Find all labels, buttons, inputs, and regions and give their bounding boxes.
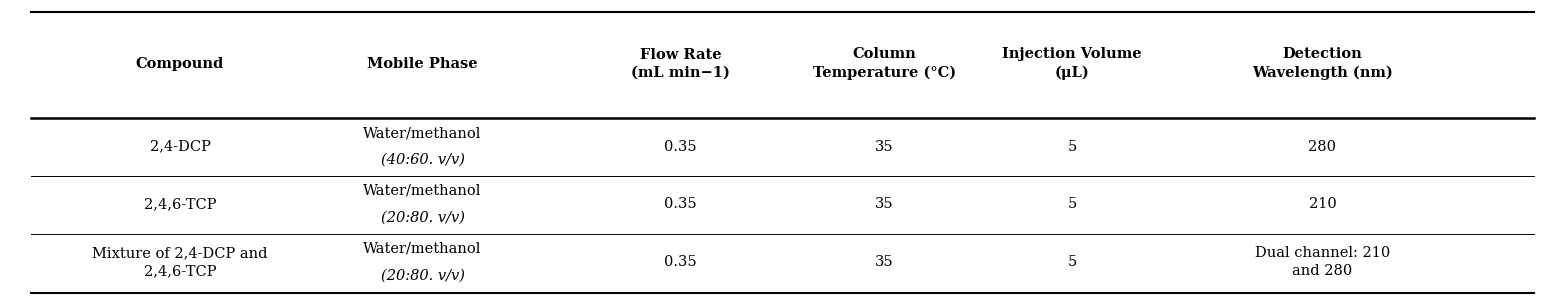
Text: 35: 35 [875,139,894,154]
Text: Dual channel: 210
and 280: Dual channel: 210 and 280 [1255,246,1390,278]
Text: (20:80. v/v): (20:80. v/v) [380,268,465,282]
Text: Injection Volume
(μL): Injection Volume (μL) [1002,47,1142,80]
Text: Flow Rate
(mL min−1): Flow Rate (mL min−1) [631,48,731,80]
Text: Mixture of 2,4-DCP and
2,4,6-TCP: Mixture of 2,4-DCP and 2,4,6-TCP [92,246,268,278]
Text: Mobile Phase: Mobile Phase [368,57,477,71]
Text: 2,4-DCP: 2,4-DCP [150,139,210,154]
Text: Water/methanol: Water/methanol [363,242,482,256]
Text: Column
Temperature (°C): Column Temperature (°C) [812,47,956,80]
Text: 0.35: 0.35 [665,255,696,269]
Text: 5: 5 [1067,139,1077,154]
Text: Water/methanol: Water/methanol [363,184,482,198]
Text: (20:80. v/v): (20:80. v/v) [380,210,465,225]
Text: 0.35: 0.35 [665,139,696,154]
Text: (40:60. v/v): (40:60. v/v) [380,153,465,167]
Text: 5: 5 [1067,197,1077,211]
Text: 280: 280 [1308,139,1337,154]
Text: Water/methanol: Water/methanol [363,126,482,140]
Text: 5: 5 [1067,255,1077,269]
Text: 0.35: 0.35 [665,197,696,211]
Text: Detection
Wavelength (nm): Detection Wavelength (nm) [1252,47,1393,80]
Text: 35: 35 [875,255,894,269]
Text: Compound: Compound [136,57,224,71]
Text: 2,4,6-TCP: 2,4,6-TCP [144,197,216,211]
Text: 210: 210 [1308,197,1337,211]
Text: 35: 35 [875,197,894,211]
